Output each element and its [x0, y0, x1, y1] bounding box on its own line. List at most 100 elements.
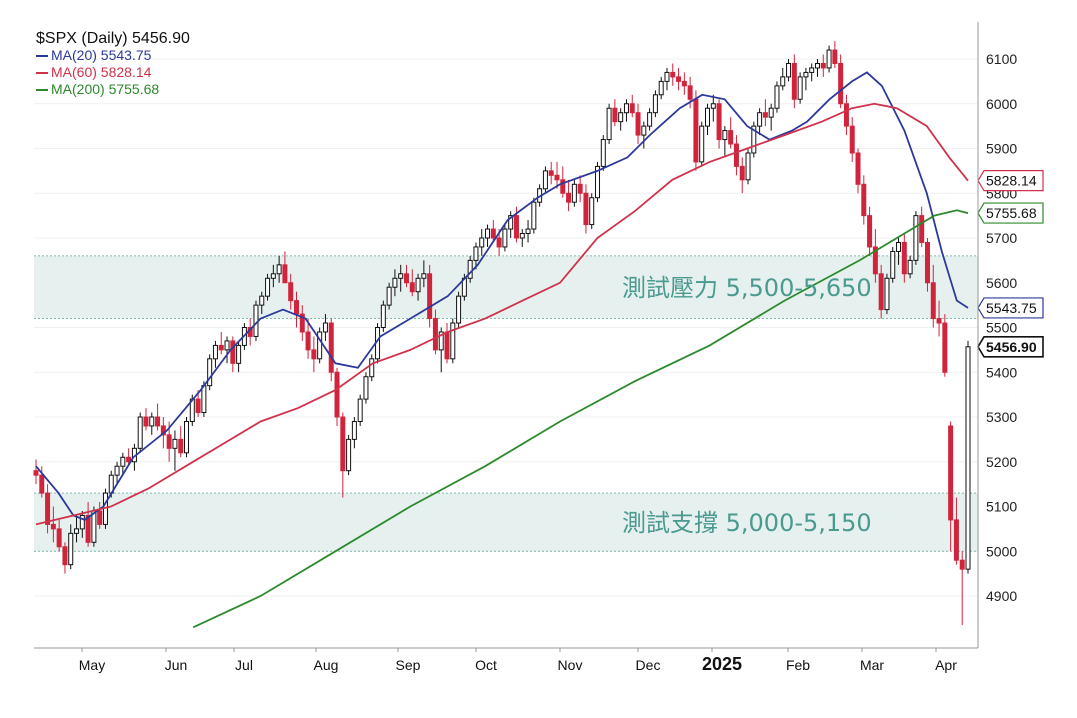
price-tag-box — [977, 297, 1044, 319]
candle-103 — [629, 94, 635, 118]
legend-item-ma200: MA(200) 5755.68 — [36, 81, 190, 98]
y-tick-label-5400: 5400 — [986, 364, 1017, 380]
candle-92 — [566, 179, 572, 212]
candle-body — [612, 107, 618, 123]
candle-60 — [380, 300, 386, 332]
candle-body — [942, 322, 948, 373]
candle-7 — [74, 515, 80, 543]
candle-body — [62, 546, 68, 566]
y-tick-label-5600: 5600 — [986, 275, 1017, 291]
candle-body — [479, 237, 485, 248]
candle-body — [768, 107, 774, 118]
candle-body — [531, 201, 537, 230]
candle-133 — [803, 67, 809, 91]
price-tag-label: 5456.90 — [986, 339, 1037, 355]
y-tick-label-5000: 5000 — [986, 543, 1017, 559]
candle-149 — [896, 238, 902, 265]
y-tick-label-5200: 5200 — [986, 454, 1017, 470]
candle-body — [681, 80, 687, 87]
candle-body — [74, 528, 80, 534]
candle-108 — [658, 76, 664, 100]
candle-47 — [305, 318, 311, 359]
candle-body — [600, 139, 606, 167]
candle-body — [623, 103, 629, 114]
candle-body — [114, 465, 120, 476]
candle-body — [699, 125, 705, 163]
candle-body — [39, 474, 45, 494]
candle-18 — [137, 412, 143, 453]
candle-body — [386, 286, 392, 306]
candle-124 — [751, 121, 757, 158]
candle-98 — [600, 135, 606, 171]
candle-46 — [299, 305, 305, 341]
x-tick-label-11: Apr — [935, 657, 957, 673]
candle-body — [230, 340, 236, 364]
candle-body — [855, 152, 861, 185]
candle-body — [224, 340, 230, 351]
candle-72 — [450, 318, 456, 364]
candle-body — [380, 304, 386, 328]
candle-body — [270, 273, 276, 279]
candle-96 — [589, 193, 595, 230]
candle-body — [641, 125, 647, 136]
price-tag-1: 5755.68 — [977, 202, 1044, 224]
candle-body — [444, 331, 450, 360]
candle-body — [872, 246, 878, 275]
candle-137 — [826, 45, 832, 73]
candle-2 — [45, 484, 51, 534]
candle-body — [571, 183, 577, 203]
candle-body — [606, 107, 612, 141]
candle-body — [201, 385, 207, 414]
x-tick-label-5: Oct — [475, 657, 497, 673]
candle-body — [97, 510, 103, 525]
candle-146 — [878, 264, 884, 319]
candle-body — [884, 277, 890, 311]
candle-body — [293, 300, 299, 315]
candle-body — [583, 192, 589, 226]
y-tick-label-6000: 6000 — [986, 96, 1017, 112]
candle-3 — [50, 506, 56, 543]
candle-body — [728, 130, 734, 145]
candle-body — [195, 398, 201, 414]
x-tick-label-4: Sep — [396, 657, 421, 673]
candle-123 — [745, 148, 751, 185]
candle-body — [120, 456, 126, 467]
candle-body — [311, 349, 317, 360]
candle-body — [629, 103, 635, 114]
candle-body — [178, 438, 184, 454]
candle-82 — [508, 211, 514, 238]
candle-body — [485, 228, 491, 239]
x-axis: May Jun Jul Aug Sep Oct Nov Dec 2025 Feb Mar Apr — [79, 648, 957, 674]
candle-body — [693, 98, 699, 163]
zone-band-1 — [34, 493, 978, 552]
candle-body — [85, 514, 91, 543]
candle-105 — [641, 121, 647, 149]
candle-155 — [930, 264, 936, 328]
x-tick-label-1: Jun — [165, 657, 188, 673]
chart-title: $SPX (Daily) 5456.90 — [36, 30, 190, 47]
candle-body — [288, 282, 294, 302]
candle-138 — [832, 41, 838, 68]
candle-body — [357, 398, 363, 422]
ma-line-ma60 — [35, 102, 969, 526]
candle-body — [265, 277, 271, 297]
candle-body — [236, 344, 242, 364]
candle-body — [861, 183, 867, 217]
candle-51 — [328, 318, 334, 382]
price-tag-label: 5828.14 — [986, 173, 1037, 189]
candle-153 — [919, 206, 925, 247]
candle-body — [496, 237, 502, 248]
candle-body — [322, 322, 328, 333]
candle-68 — [427, 264, 433, 328]
candle-body — [757, 112, 763, 127]
candle-body — [218, 344, 224, 351]
y-tick-label-6100: 6100 — [986, 51, 1017, 67]
candle-64 — [403, 264, 409, 288]
candle-143 — [861, 175, 867, 225]
x-tick-label-8: 2025 — [702, 654, 742, 674]
candle-101 — [618, 108, 624, 131]
candle-160 — [959, 551, 965, 626]
candle-body — [577, 183, 583, 194]
candle-117 — [710, 94, 716, 122]
candle-75 — [467, 255, 473, 283]
